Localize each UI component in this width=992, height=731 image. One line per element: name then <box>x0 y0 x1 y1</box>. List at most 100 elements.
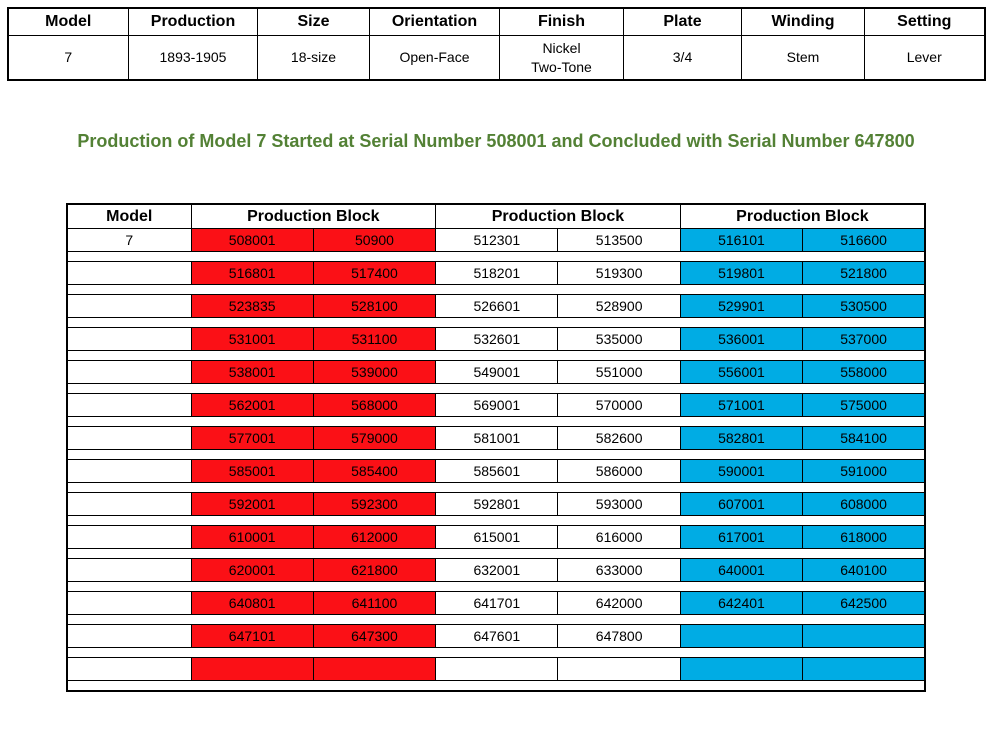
serial-model-cell <box>66 591 192 615</box>
serial-cell <box>190 657 314 681</box>
serial-cell: 513500 <box>557 228 681 252</box>
serial-cell: 610001 <box>190 525 314 549</box>
spec-value-size: 18-size <box>257 35 370 81</box>
serial-cell: 562001 <box>190 393 314 417</box>
serial-cell: 591000 <box>802 459 926 483</box>
serial-model-cell <box>66 657 192 681</box>
serial-cell: 551000 <box>557 360 681 384</box>
serial-cell: 558000 <box>802 360 926 384</box>
serial-cell: 539000 <box>312 360 437 384</box>
serial-row: 523835 528100 526601 528900 529901 530500 <box>66 294 926 318</box>
serial-row: 7 508001 50900 512301 513500 516101 516600 <box>66 228 926 252</box>
separator-row <box>66 449 926 460</box>
serial-cell: 593000 <box>557 492 681 516</box>
serial-cell: 577001 <box>190 426 314 450</box>
serial-cell: 640100 <box>802 558 926 582</box>
serial-cell: 508001 <box>190 228 314 252</box>
separator-cell <box>66 416 926 427</box>
separator-row <box>66 614 926 625</box>
serial-cell: 50900 <box>312 228 437 252</box>
serial-cell: 647800 <box>557 624 681 648</box>
spec-header-production: Production <box>128 7 258 36</box>
serial-cell: 612000 <box>312 525 437 549</box>
serial-cell: 575000 <box>802 393 926 417</box>
serial-header-production-block: Production Block <box>679 203 926 229</box>
serial-cell: 556001 <box>679 360 804 384</box>
separator-cell <box>66 350 926 361</box>
serial-row: 531001 531100 532601 535000 536001 537000 <box>66 327 926 351</box>
spec-header-plate: Plate <box>623 7 742 36</box>
serial-blocks-table: Model Production Block Production Block Pro… <box>66 203 926 692</box>
serial-row: 620001 621800 632001 633000 640001 640100 <box>66 558 926 582</box>
serial-row: 577001 579000 581001 582600 582801 584100 <box>66 426 926 450</box>
serial-cell: 607001 <box>679 492 804 516</box>
serial-cell: 528900 <box>557 294 681 318</box>
serial-cell <box>679 624 804 648</box>
separator-cell <box>66 614 926 625</box>
separator-cell <box>66 317 926 328</box>
separator-row <box>66 383 926 394</box>
serial-cell <box>802 657 926 681</box>
separator-row <box>66 416 926 427</box>
serial-header-production-block: Production Block <box>435 203 681 229</box>
serial-cell: 549001 <box>435 360 559 384</box>
page-title: Production of Model 7 Started at Serial … <box>77 131 915 151</box>
serial-row: 516801 517400 518201 519300 519801 521800 <box>66 261 926 285</box>
serial-cell: 529901 <box>679 294 804 318</box>
serial-cell <box>312 657 437 681</box>
serial-cell: 532601 <box>435 327 559 351</box>
serial-cell: 581001 <box>435 426 559 450</box>
serial-cell: 582600 <box>557 426 681 450</box>
separator-row <box>66 350 926 361</box>
separator-cell <box>66 251 926 262</box>
spec-value-production: 1893-1905 <box>128 35 258 81</box>
serial-cell: 617001 <box>679 525 804 549</box>
serial-row <box>66 657 926 681</box>
serial-row: 592001 592300 592801 593000 607001 608000 <box>66 492 926 516</box>
serial-cell: 519300 <box>557 261 681 285</box>
serial-cell: 620001 <box>190 558 314 582</box>
serial-cell: 592801 <box>435 492 559 516</box>
separator-row <box>66 647 926 658</box>
serial-cell: 586000 <box>557 459 681 483</box>
serial-cell: 536001 <box>679 327 804 351</box>
serial-cell: 528100 <box>312 294 437 318</box>
serial-cell: 517400 <box>312 261 437 285</box>
separator-row <box>66 251 926 262</box>
spec-value-winding: Stem <box>741 35 865 81</box>
serial-cell: 516801 <box>190 261 314 285</box>
separator-row <box>66 680 926 692</box>
serial-model-cell <box>66 393 192 417</box>
separator-cell <box>66 647 926 658</box>
serial-cell: 518201 <box>435 261 559 285</box>
serial-cell: 519801 <box>679 261 804 285</box>
serial-row: 610001 612000 615001 616000 617001 618000 <box>66 525 926 549</box>
serial-cell: 584100 <box>802 426 926 450</box>
spec-table: Model Production Size Orientation Finish Plat… <box>6 7 986 81</box>
serial-cell: 616000 <box>557 525 681 549</box>
serial-row: 640801 641100 641701 642000 642401 642500 <box>66 591 926 615</box>
serial-cell: 526601 <box>435 294 559 318</box>
serial-cell: 640801 <box>190 591 314 615</box>
serial-model-cell <box>66 459 192 483</box>
spec-value-model: 7 <box>7 35 129 81</box>
serial-cell: 531001 <box>190 327 314 351</box>
serial-cell: 568000 <box>312 393 437 417</box>
separator-cell <box>66 680 926 692</box>
serial-cell: 618000 <box>802 525 926 549</box>
serial-model-cell: 7 <box>66 228 192 252</box>
serial-cell: 647101 <box>190 624 314 648</box>
serial-model-cell <box>66 261 192 285</box>
spec-value-plate: 3/4 <box>623 35 742 81</box>
serial-cell: 642401 <box>679 591 804 615</box>
serial-model-cell <box>66 294 192 318</box>
separator-cell <box>66 482 926 493</box>
serial-row: 562001 568000 569001 570000 571001 575000 <box>66 393 926 417</box>
spec-header-model: Model <box>7 7 129 36</box>
serial-cell: 647300 <box>312 624 437 648</box>
spec-value-orientation: Open-Face <box>369 35 500 81</box>
separator-row <box>66 317 926 328</box>
serial-cell: 523835 <box>190 294 314 318</box>
serial-cell: 632001 <box>435 558 559 582</box>
serial-cell: 633000 <box>557 558 681 582</box>
